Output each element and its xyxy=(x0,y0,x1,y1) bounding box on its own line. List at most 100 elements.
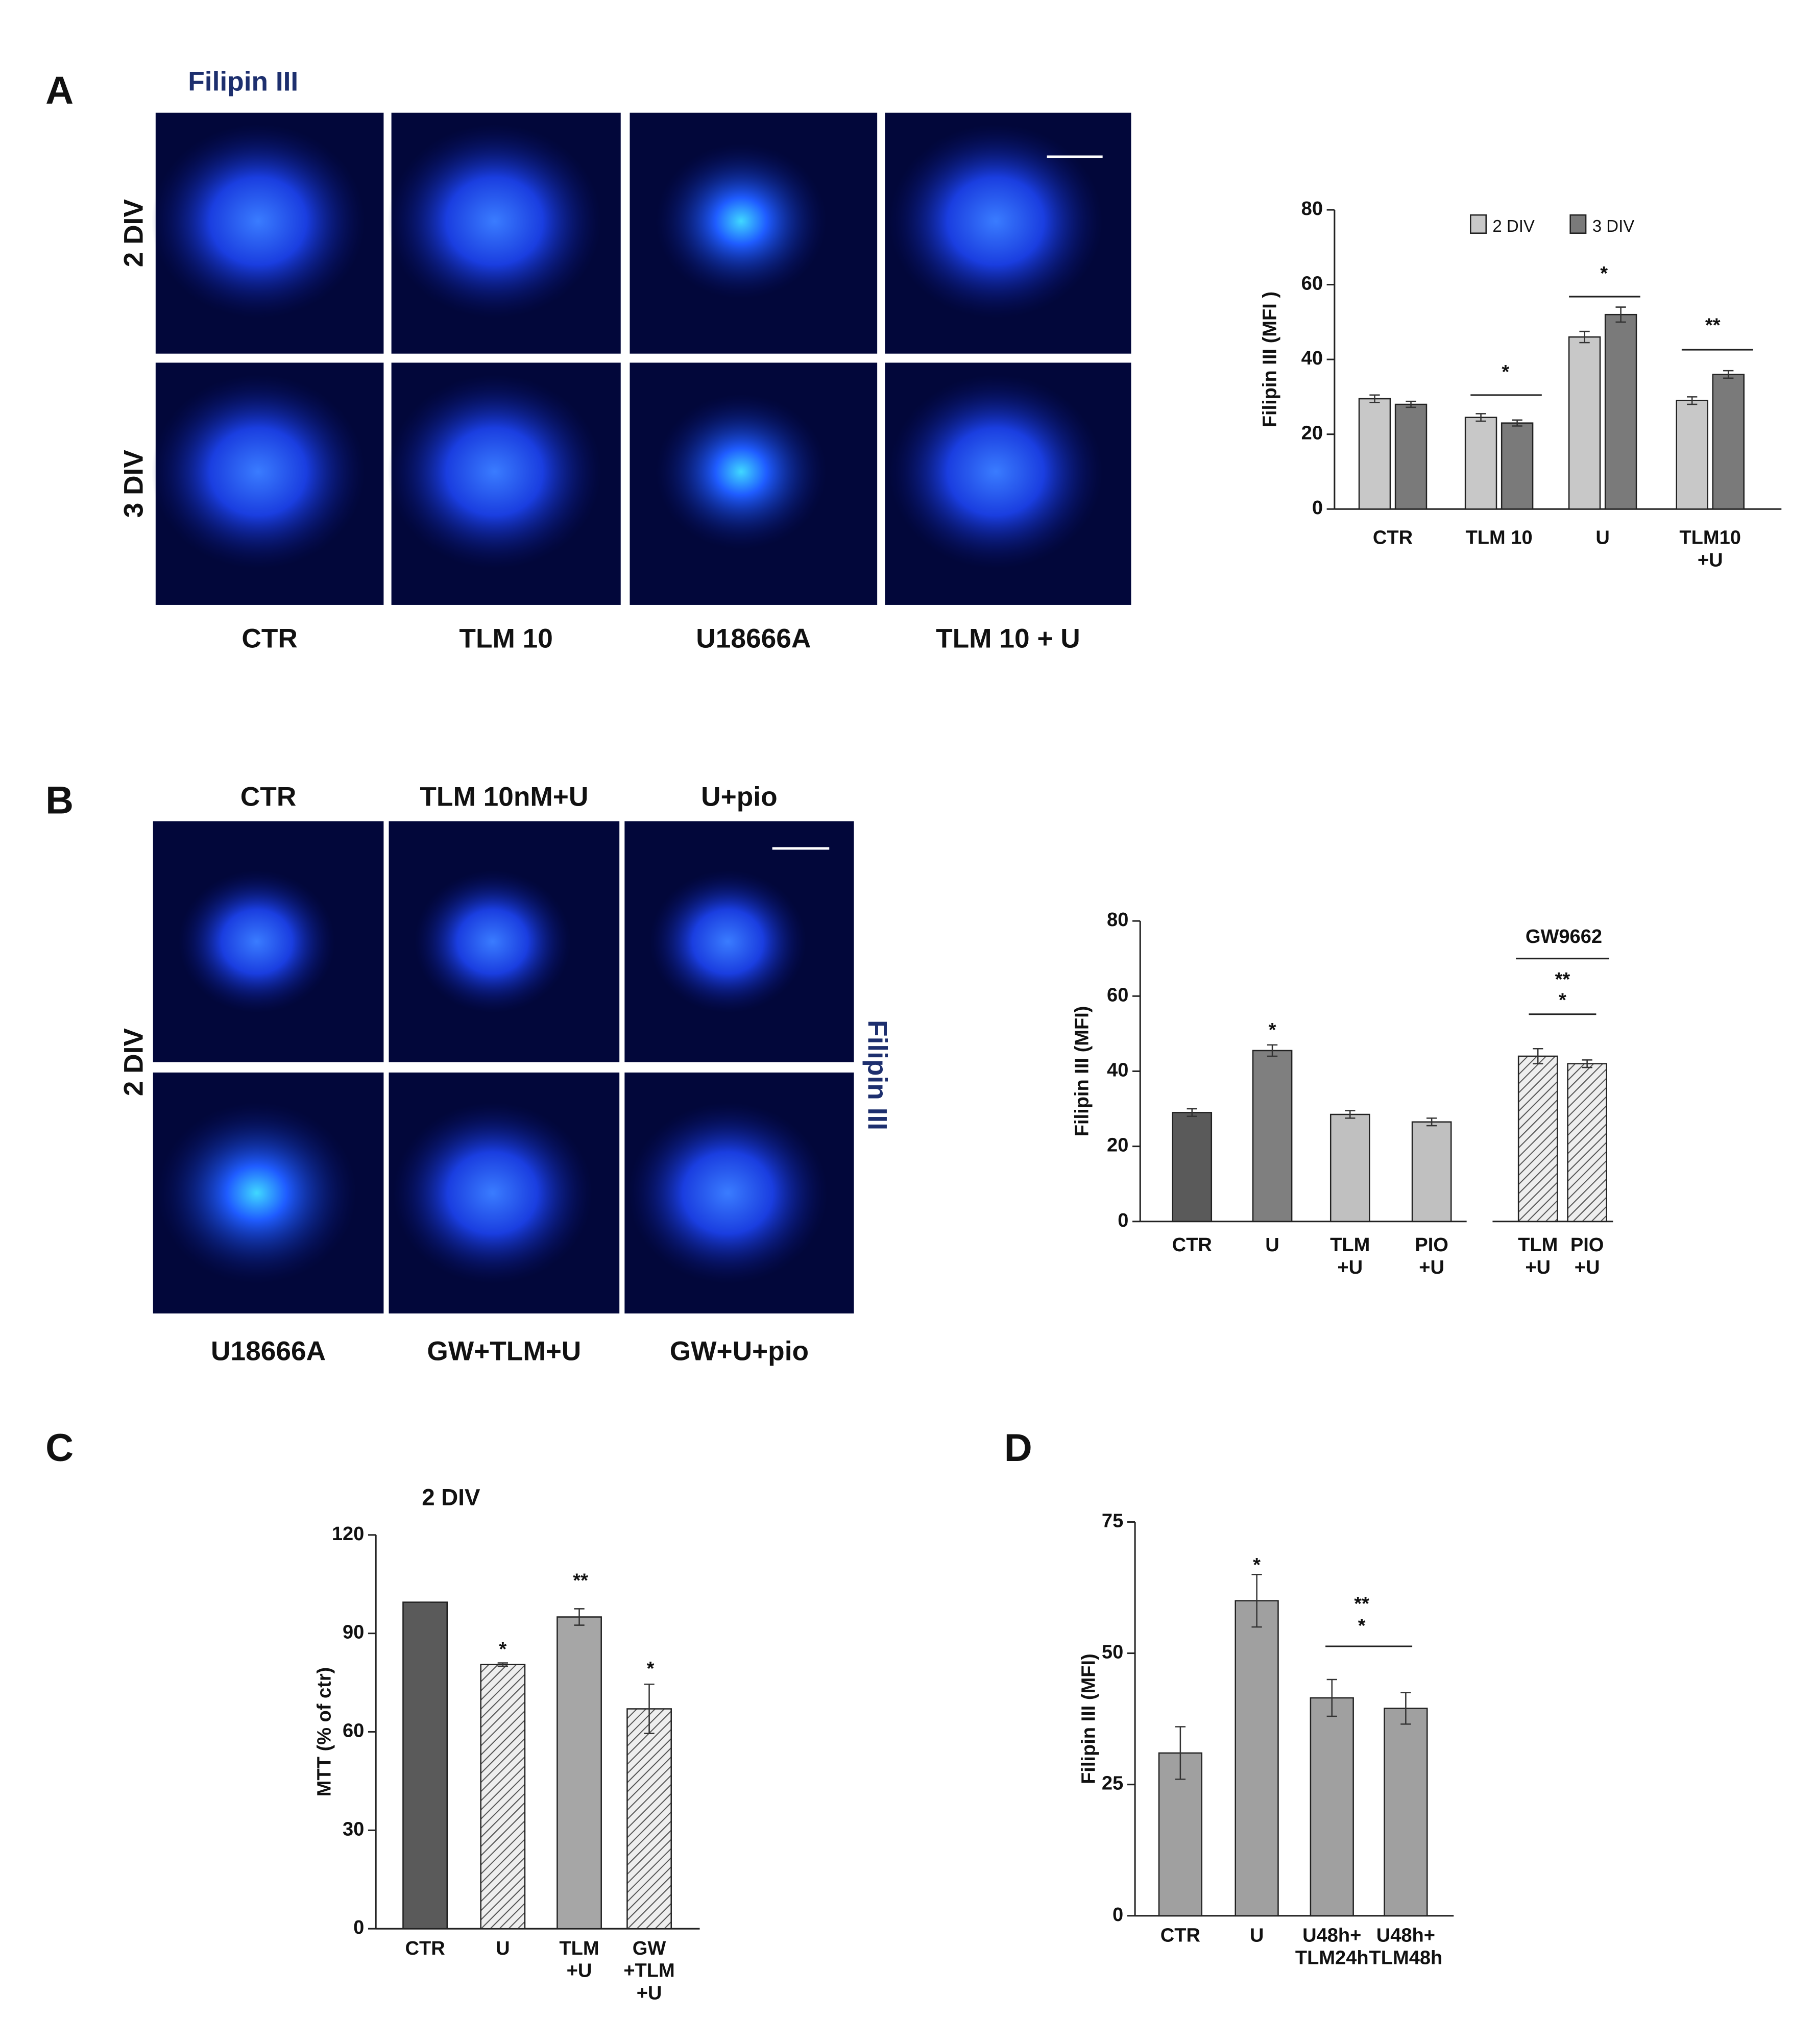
column-label: TLM 10 xyxy=(459,624,552,654)
stain-label: Filipin III xyxy=(862,1020,892,1130)
error-bar xyxy=(1400,1692,1411,1725)
column-label: CTR xyxy=(241,624,297,654)
y-tick-label: 80 xyxy=(1107,909,1128,931)
row-label: 2 DIV xyxy=(118,1028,149,1097)
y-tick-label: 80 xyxy=(1301,198,1323,220)
annotation: ** xyxy=(1705,315,1721,336)
cell xyxy=(151,374,366,569)
error-bar xyxy=(574,1608,585,1626)
column-label: GW+TLM+U xyxy=(427,1336,581,1366)
chart-title: 2 DIV xyxy=(422,1484,480,1510)
y-tick-label: 60 xyxy=(343,1720,364,1742)
cell xyxy=(388,124,602,319)
legend-label: 2 DIV xyxy=(1492,216,1534,235)
bar xyxy=(1464,417,1497,510)
cell xyxy=(393,1102,593,1284)
cell xyxy=(151,124,366,319)
error-bar xyxy=(497,1662,508,1667)
bar xyxy=(1394,403,1428,510)
error-bar xyxy=(1582,1059,1592,1068)
error-bar xyxy=(1426,1117,1437,1127)
error-bar xyxy=(1723,370,1734,379)
y-axis-label: MTT (% of ctr) xyxy=(313,1667,335,1797)
x-tick-label: U48h+ TLM24h xyxy=(1295,1925,1369,1969)
panel-label: B xyxy=(45,778,74,822)
x-tick-label: PIO +U xyxy=(1570,1234,1604,1278)
y-tick-label: 90 xyxy=(343,1622,364,1643)
annotation: * xyxy=(1502,361,1509,383)
y-tick-label: 60 xyxy=(1301,273,1323,295)
x-tick-label: U xyxy=(1595,527,1609,549)
error-bar xyxy=(1175,1726,1186,1780)
bar xyxy=(1235,1600,1279,1917)
y-tick-label: 120 xyxy=(332,1523,364,1545)
stain-label: Filipin III xyxy=(188,67,298,97)
error-bar xyxy=(1326,1678,1337,1717)
column-label: U18666A xyxy=(211,1336,326,1366)
error-bar xyxy=(644,1684,655,1734)
cell xyxy=(656,143,827,299)
x-tick-label: PIO +U xyxy=(1415,1234,1448,1278)
y-tick-label: 20 xyxy=(1301,423,1323,444)
error-bar xyxy=(1267,1044,1278,1057)
cell xyxy=(388,374,602,569)
bar xyxy=(1517,1055,1558,1223)
y-tick-label: 0 xyxy=(353,1917,364,1938)
error-bar xyxy=(1406,400,1416,408)
bar xyxy=(1568,336,1601,510)
bar xyxy=(1329,1113,1370,1223)
annotation: * xyxy=(499,1639,506,1660)
cell xyxy=(414,870,571,1013)
column-label: CTR xyxy=(240,782,296,812)
cell xyxy=(888,124,1103,319)
y-tick-label: 40 xyxy=(1301,348,1323,369)
row-label: 3 DIV xyxy=(118,450,149,518)
cell xyxy=(888,374,1103,569)
x-tick-label: CTR xyxy=(1172,1234,1212,1256)
x-tick-label: U48h+ TLM48h xyxy=(1369,1925,1443,1969)
y-tick-label: 0 xyxy=(1118,1210,1128,1231)
column-label: TLM 10nM+U xyxy=(420,782,588,812)
error-bar xyxy=(1615,306,1626,323)
cell xyxy=(656,394,827,550)
panel-label: D xyxy=(1004,1426,1032,1470)
error-bar xyxy=(1187,1108,1197,1117)
bar xyxy=(1384,1708,1428,1917)
y-tick-label: 30 xyxy=(343,1818,364,1840)
legend-label: 3 DIV xyxy=(1592,216,1634,235)
bar xyxy=(1252,1050,1293,1223)
bar xyxy=(1712,374,1745,510)
error-bar xyxy=(1345,1110,1356,1119)
y-axis-label: Filipin III (MFI) xyxy=(1072,1006,1093,1137)
panel-label: C xyxy=(45,1426,74,1470)
x-tick-label: CTR xyxy=(1373,527,1413,549)
x-tick-label: TLM +U xyxy=(1330,1234,1370,1278)
column-label: U18666A xyxy=(696,624,811,654)
y-tick-label: 40 xyxy=(1107,1059,1128,1081)
y-tick-label: 25 xyxy=(1102,1773,1123,1794)
annotation: * xyxy=(1559,990,1566,1011)
error-bar xyxy=(1251,1574,1262,1628)
bar xyxy=(1501,422,1534,510)
y-tick-label: 60 xyxy=(1107,984,1128,1006)
row-label: 2 DIV xyxy=(118,199,149,267)
x-tick-label: CTR xyxy=(1160,1925,1200,1946)
annotation: ** xyxy=(573,1570,588,1591)
bar xyxy=(1172,1112,1213,1223)
column-label: U+pio xyxy=(701,782,777,812)
bar xyxy=(480,1664,526,1930)
x-tick-label: U xyxy=(496,1938,510,1959)
y-axis-label: Filipin III (MFI ) xyxy=(1260,291,1281,427)
x-tick-label: CTR xyxy=(405,1938,445,1959)
cell xyxy=(628,1102,828,1284)
error-bar xyxy=(1533,1048,1543,1064)
y-axis-label: Filipin III (MFI) xyxy=(1078,1653,1099,1784)
error-bar xyxy=(1476,413,1486,422)
legend-swatch xyxy=(1569,214,1587,234)
y-tick-label: 0 xyxy=(1112,1904,1123,1926)
x-tick-label: TLM +U xyxy=(1518,1234,1558,1278)
annotation: * xyxy=(1358,1615,1366,1637)
error-bar xyxy=(1512,419,1522,427)
annotation: ** xyxy=(1555,969,1570,990)
